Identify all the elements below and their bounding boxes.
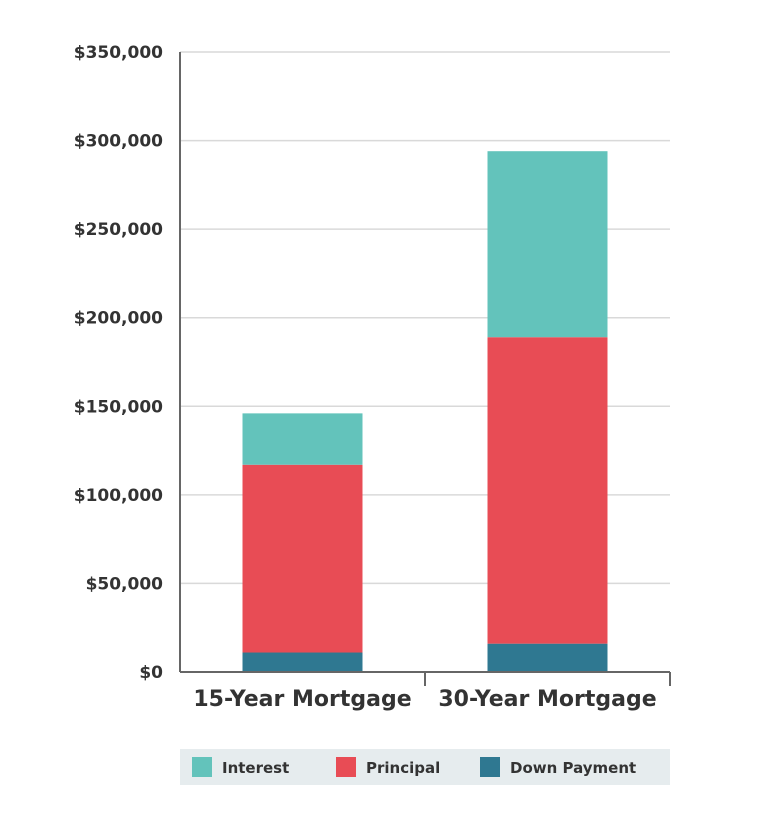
y-tick-label: $50,000 xyxy=(86,574,164,594)
x-axis-category-labels: 15-Year Mortgage 30-Year Mortgage xyxy=(193,687,656,712)
y-tick-label: $200,000 xyxy=(74,309,163,329)
y-tick-label: $100,000 xyxy=(74,486,163,506)
y-axis-tick-labels: $0 $50,000 $100,000 $150,000 $200,000 $250,00… xyxy=(74,43,163,683)
bar-segment xyxy=(487,151,608,338)
legend-label: Down Payment xyxy=(510,759,636,777)
bar-segment xyxy=(487,643,608,672)
bar-segment xyxy=(242,652,363,672)
x-category-label: 15-Year Mortgage xyxy=(193,687,411,712)
bars xyxy=(242,151,608,672)
bar-segment xyxy=(242,464,363,653)
legend-label: Interest xyxy=(222,759,289,777)
legend-background xyxy=(180,749,670,785)
legend: Interest Principal Down Payment xyxy=(180,749,670,785)
legend-swatch xyxy=(192,757,212,777)
legend-label: Principal xyxy=(366,759,440,777)
x-category-label: 30-Year Mortgage xyxy=(438,687,656,712)
legend-swatch xyxy=(480,757,500,777)
y-tick-label: $0 xyxy=(139,663,163,683)
axes xyxy=(179,52,671,686)
y-tick-label: $250,000 xyxy=(74,220,163,240)
y-tick-label: $350,000 xyxy=(74,43,163,63)
y-tick-label: $300,000 xyxy=(74,132,163,152)
y-tick-label: $150,000 xyxy=(74,397,163,417)
bar-segment xyxy=(487,337,608,644)
bar-segment xyxy=(242,413,363,465)
legend-swatch xyxy=(336,757,356,777)
